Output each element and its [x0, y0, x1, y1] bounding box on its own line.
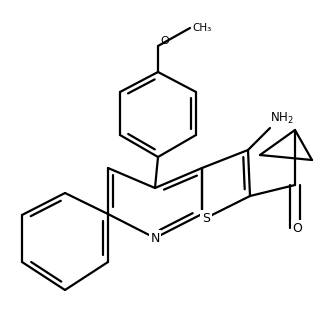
Text: NH$_2$: NH$_2$	[270, 110, 294, 126]
Text: O: O	[292, 222, 302, 234]
Text: S: S	[202, 212, 210, 224]
Text: N: N	[150, 232, 160, 245]
Text: CH₃: CH₃	[192, 23, 211, 33]
Text: O: O	[160, 36, 169, 46]
